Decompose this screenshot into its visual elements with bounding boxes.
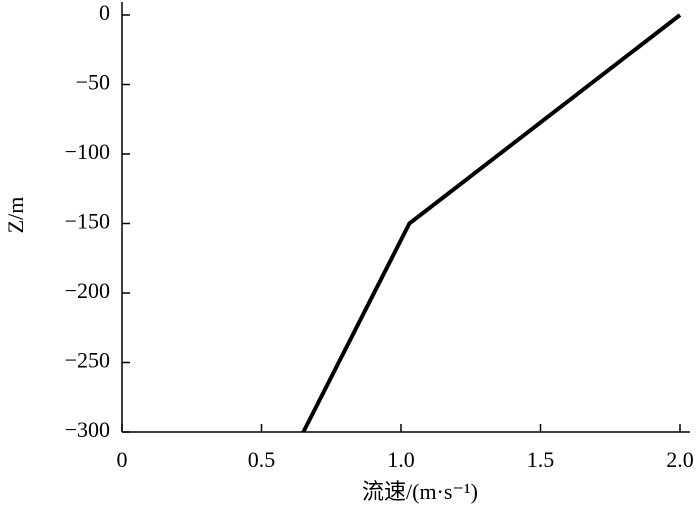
x-tick-label: 0 [117, 447, 128, 472]
y-tick-label: −100 [65, 139, 110, 164]
y-tick-label: 0 [99, 0, 110, 25]
data-line [301, 13, 682, 433]
x-tick-label: 0.5 [248, 447, 276, 472]
y-tick-label: −200 [65, 278, 110, 303]
x-tick-label: 1.0 [387, 447, 415, 472]
x-tick-label: 1.5 [527, 447, 555, 472]
x-tick-label: 2.0 [666, 447, 694, 472]
y-tick-label: −300 [65, 417, 110, 442]
y-tick-label: −50 [76, 70, 110, 95]
y-tick-label: −250 [65, 348, 110, 373]
x-axis-title: 流速/(m·s⁻¹) [362, 479, 478, 504]
y-tick-label: −150 [65, 209, 110, 234]
y-axis-title: Z/m [3, 197, 28, 234]
